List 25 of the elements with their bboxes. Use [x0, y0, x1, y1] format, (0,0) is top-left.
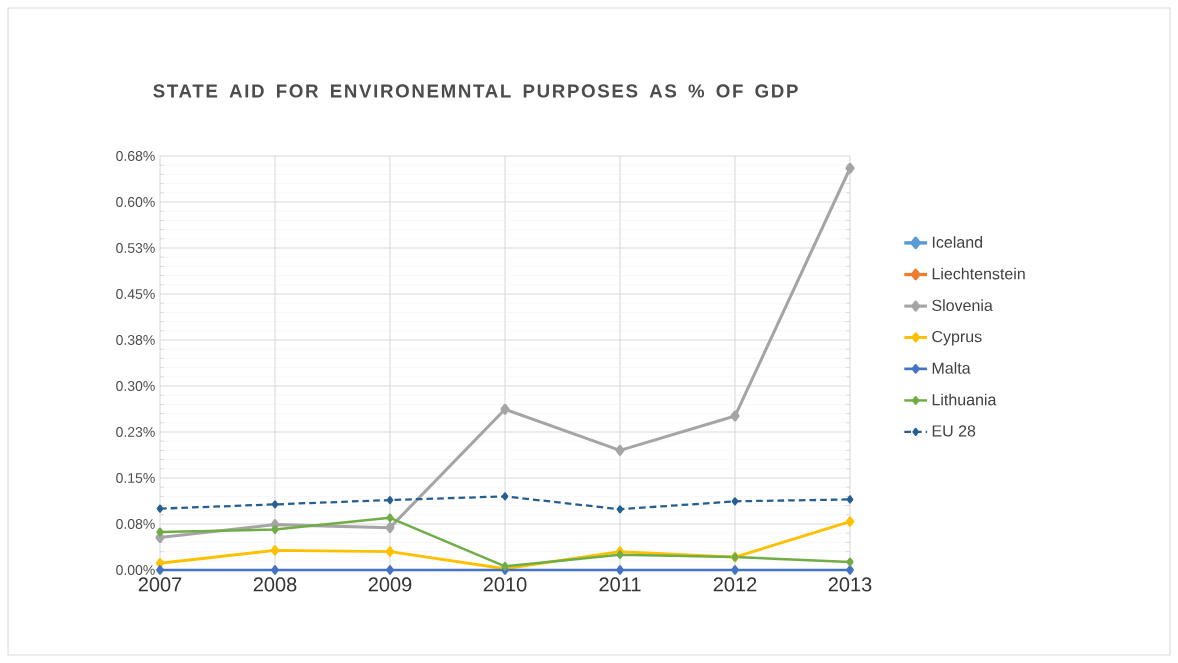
y-tick-label: 0.53% — [116, 243, 155, 253]
legend-label: Slovenia — [932, 299, 993, 312]
y-tick-label: 0.45% — [116, 289, 155, 299]
y-tick-label: 0.08% — [116, 519, 155, 529]
legend-label: Iceland — [932, 236, 983, 248]
legend-label: Cyprus — [932, 330, 982, 346]
y-tick-label: 0.68% — [116, 151, 155, 161]
legend-label: Malta — [932, 362, 971, 374]
y-tick-label: 0.23% — [116, 427, 155, 437]
y-tick-label: 0.15% — [116, 473, 155, 483]
y-tick-label: 0.60% — [116, 197, 155, 207]
y-tick-label: 0.38% — [116, 335, 155, 345]
legend-label: Lithuania — [932, 393, 997, 406]
x-tick-label: 2012 — [713, 577, 757, 592]
legend-label: EU 28 — [932, 425, 976, 437]
x-tick-label: 2010 — [483, 577, 527, 592]
y-tick-label: 0.30% — [116, 381, 155, 391]
x-tick-label: 2008 — [253, 577, 297, 592]
x-tick-label: 2007 — [138, 577, 182, 592]
y-tick-label: 0.00% — [116, 565, 155, 575]
x-tick-label: 2009 — [368, 577, 412, 592]
x-tick-label: 2013 — [828, 577, 872, 592]
x-tick-label: 2011 — [599, 577, 641, 592]
legend-label: Liechtenstein — [932, 267, 1025, 280]
chart-title: STATE AID FOR ENVIRONEMNTAL PURPOSES AS % OF GDP — [153, 84, 798, 98]
